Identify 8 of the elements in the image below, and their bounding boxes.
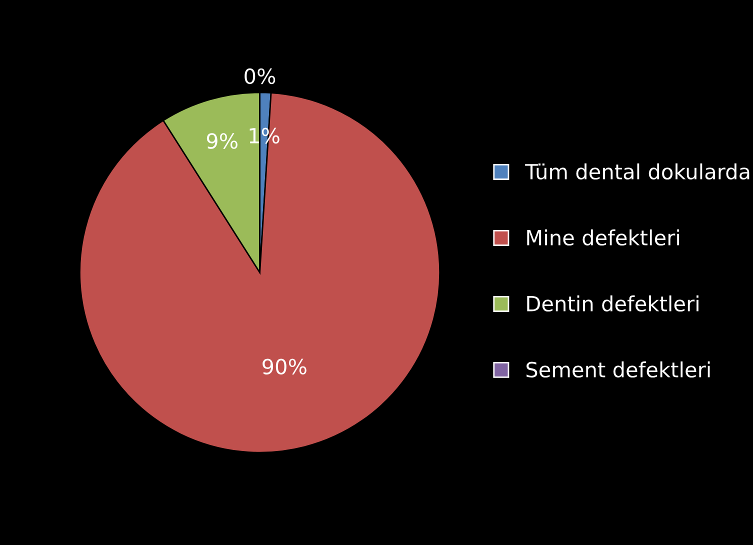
legend-label: Tüm dental dokularda <box>525 163 750 180</box>
data-label: 9% <box>206 133 238 149</box>
pie-slice <box>79 92 441 454</box>
legend-label: Mine defektleri <box>527 229 679 246</box>
text: 0% <box>244 68 276 84</box>
legend-label: Dentin defektleri <box>527 295 698 312</box>
legend-label: Sement defektleri <box>526 361 710 378</box>
data-label: 90% <box>262 358 306 374</box>
